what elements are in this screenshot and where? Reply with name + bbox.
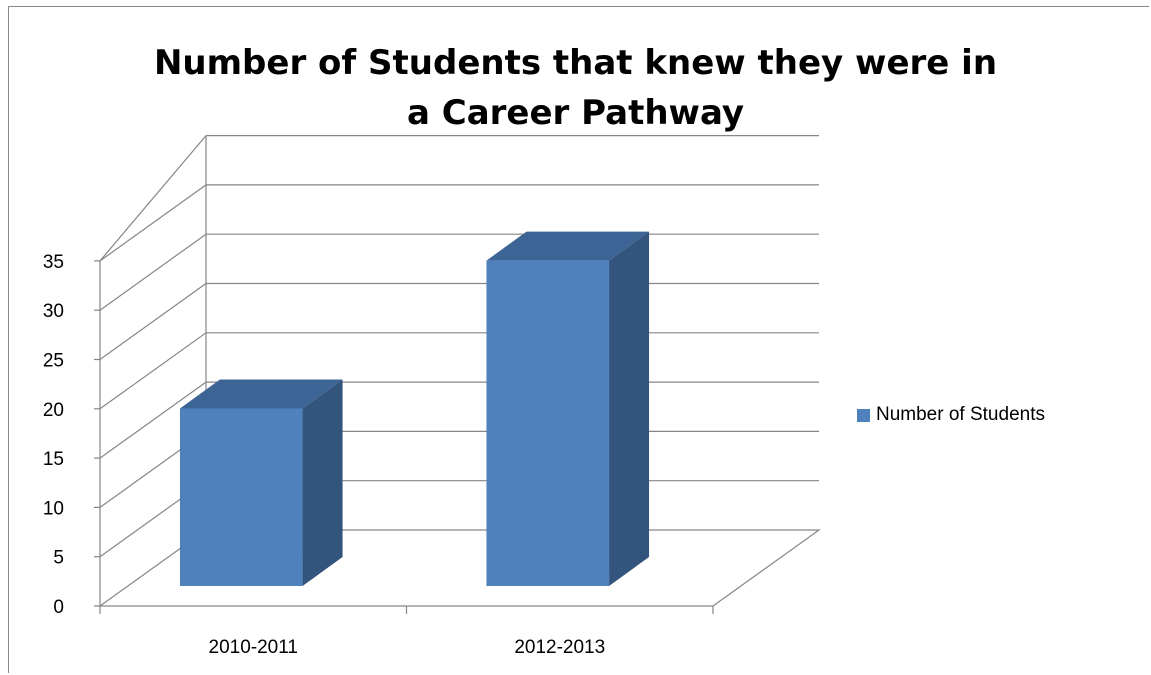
y-tick-label: 35 [43, 252, 64, 273]
y-tick-label: 25 [43, 351, 64, 372]
chart-title-line-1: Number of Students that knew they were i… [153, 43, 998, 83]
chart-title-line-2: a Career Pathway [406, 93, 745, 133]
gridline [99, 184, 819, 262]
bar-side [609, 231, 650, 586]
x-tick-label: 2012-2013 [514, 637, 605, 658]
y-tick-label: 0 [53, 597, 64, 618]
chart-bars [179, 231, 650, 586]
gridline [99, 135, 207, 262]
chart-title: Number of Students that knew they were i… [0, 38, 1151, 138]
bar-top [179, 379, 343, 409]
legend-label: Number of Students [876, 404, 1045, 425]
bar [486, 231, 650, 586]
y-tick-labels: 0 5 10 15 20 25 30 35 [43, 252, 64, 618]
y-tick-label: 20 [43, 400, 64, 421]
chart-legend: Number of Students [857, 403, 1045, 427]
x-tick-label: 2010-2011 [209, 637, 298, 658]
y-tick-label: 10 [43, 498, 64, 519]
y-tick-label: 5 [53, 548, 64, 569]
gridline [99, 233, 819, 311]
bar [179, 379, 343, 586]
bar-front [486, 260, 610, 586]
y-tick-label: 30 [43, 301, 64, 322]
x-tick-labels: 2010-2011 2012-2013 [209, 637, 606, 658]
chart-frame [8, 6, 1149, 673]
bar-side [302, 379, 343, 586]
legend-swatch [857, 408, 870, 422]
bar-top [486, 231, 650, 261]
y-tick-label: 15 [43, 449, 64, 470]
bar-front [179, 408, 303, 586]
gridline [99, 282, 819, 360]
chart-axes [94, 260, 714, 614]
